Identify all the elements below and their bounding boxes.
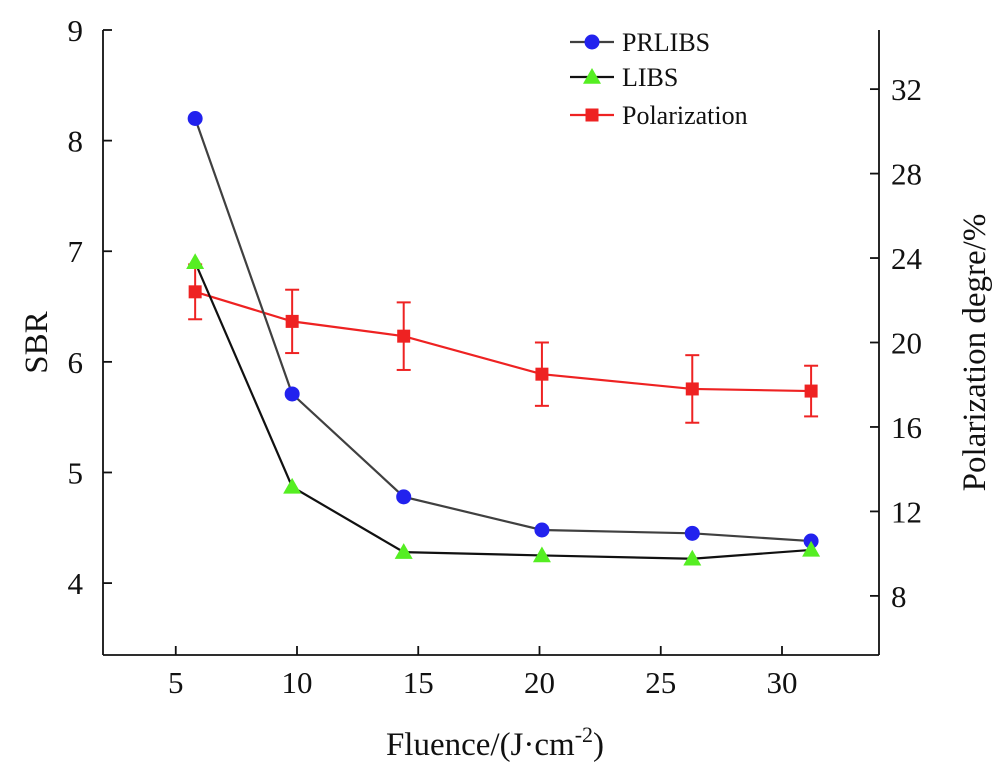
legend-item-libs: LIBS — [570, 63, 678, 92]
x-axis-title: Fluence/(J·cm-2) — [386, 722, 604, 763]
y2-tick-label: 20 — [891, 326, 922, 361]
y2-tick-label: 32 — [891, 72, 922, 107]
legend-label: LIBS — [622, 63, 678, 92]
series-prlibs — [187, 110, 819, 549]
data-point — [394, 543, 413, 559]
data-point — [285, 314, 299, 328]
data-point — [535, 367, 549, 381]
legend-marker — [584, 34, 600, 50]
y2-axis-title: Polarization degre/% — [957, 214, 993, 492]
y-axis-title: SBR — [19, 311, 55, 373]
x-tick-label: 10 — [282, 665, 313, 700]
data-point — [396, 489, 412, 505]
legend-marker — [583, 68, 601, 84]
y-tick-label: 6 — [68, 345, 84, 380]
x-tick-label: 5 — [168, 665, 184, 700]
data-point — [283, 477, 302, 494]
data-point — [804, 384, 818, 398]
y2-tick-label: 24 — [891, 241, 923, 276]
series-polarization — [188, 263, 819, 424]
series-line — [194, 261, 812, 560]
data-point — [683, 549, 702, 566]
x-tick-label: 25 — [645, 665, 676, 700]
series-line — [194, 118, 812, 543]
legend-item-prlibs: PRLIBS — [570, 28, 710, 57]
x-tick-label: 30 — [767, 665, 798, 700]
legend-item-polarization: Polarization — [570, 101, 748, 130]
y-tick-label: 9 — [68, 13, 84, 48]
y-tick-label: 7 — [68, 234, 84, 269]
data-point — [188, 285, 202, 299]
data-point — [284, 386, 300, 402]
legend-marker — [585, 108, 599, 122]
series-line — [194, 290, 812, 393]
y-tick-label: 5 — [68, 455, 84, 490]
y2-tick-label: 12 — [891, 494, 922, 529]
legend: PRLIBS LIBS Polarization — [570, 28, 748, 130]
axes-layer: 5 10 15 20 25 30 4 5 6 7 8 9 8 12 16 20 24 28 32 SBR Polariz… — [19, 13, 993, 763]
y2-tick-label: 8 — [891, 579, 907, 614]
y-tick-label: 8 — [68, 124, 84, 159]
y2-tick-label: 28 — [891, 157, 922, 192]
data-point — [684, 525, 700, 541]
data-point — [397, 329, 411, 343]
legend-label: Polarization — [622, 101, 748, 130]
data-point — [532, 546, 551, 563]
y-tick-label: 4 — [68, 566, 84, 601]
series-layer — [186, 110, 821, 566]
data-point — [534, 522, 550, 538]
x-tick-label: 20 — [524, 665, 555, 700]
series-libs — [186, 253, 821, 566]
legend-label: PRLIBS — [622, 28, 710, 57]
data-point — [186, 253, 205, 270]
data-point — [685, 382, 699, 396]
y2-tick-label: 16 — [891, 410, 922, 445]
data-point — [802, 540, 821, 557]
x-tick-label: 15 — [403, 665, 434, 700]
data-point — [187, 110, 203, 126]
